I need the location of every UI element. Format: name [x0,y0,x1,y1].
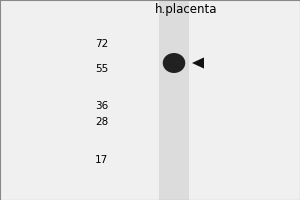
Text: 36: 36 [95,101,108,111]
Ellipse shape [163,53,185,73]
Bar [159,0,189,200]
Text: 28: 28 [95,117,108,127]
Text: 17: 17 [95,155,108,165]
Text: 72: 72 [95,39,108,49]
Text: h.placenta: h.placenta [155,2,217,16]
Polygon shape [192,57,204,69]
Text: 55: 55 [95,64,108,74]
